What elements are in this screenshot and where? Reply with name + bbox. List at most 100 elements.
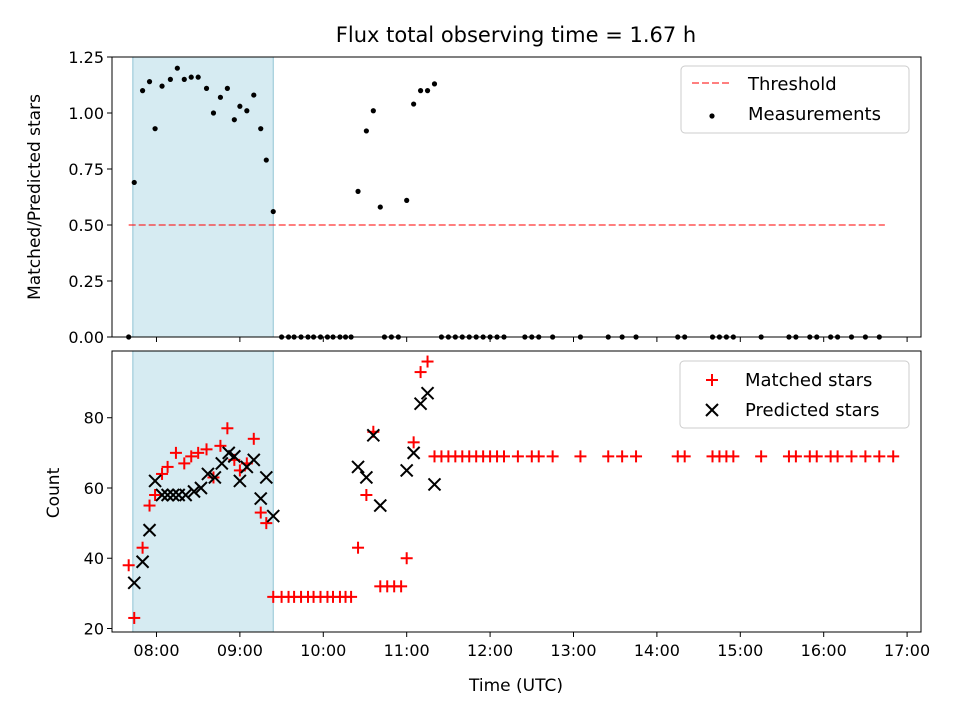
predicted-stars-point <box>187 484 201 499</box>
matched-stars-point <box>407 436 420 449</box>
matched-stars-point <box>755 450 768 463</box>
matched-stars-point <box>200 443 213 456</box>
x-tick-label: 15:00 <box>717 641 763 660</box>
y-tick-label: 0.00 <box>68 328 104 347</box>
measurement-point <box>424 88 431 94</box>
count-shaded-span <box>132 350 274 633</box>
y-tick-label: 1.00 <box>68 104 104 123</box>
matched-stars-point <box>789 450 802 463</box>
matched-stars-point <box>887 450 900 463</box>
matched-stars-point <box>128 611 141 624</box>
measurement-point <box>431 81 438 87</box>
predicted-stars-point <box>351 460 365 474</box>
predicted-stars-point <box>227 449 242 464</box>
predicted-stars-point <box>420 386 435 400</box>
predicted-stars-point <box>259 470 274 485</box>
predicted-stars-point <box>135 555 150 569</box>
x-tick-label: 17:00 <box>884 641 930 660</box>
matched-stars-point <box>161 460 174 473</box>
legend-predicted-swatch <box>705 403 719 417</box>
predicted-stars-point <box>233 474 247 488</box>
predicted-stars-point <box>247 453 261 467</box>
measurement-point <box>203 85 210 91</box>
measurement-point <box>404 197 410 203</box>
matched-stars-point <box>678 450 691 463</box>
count-y-axis-label: Count <box>44 467 64 518</box>
measurement-point <box>210 110 217 116</box>
matched-stars-point <box>497 450 510 463</box>
measurement-point <box>174 65 180 71</box>
predicted-stars-point <box>142 523 157 537</box>
x-tick-label: 16:00 <box>801 641 847 660</box>
measurement-point <box>146 79 153 85</box>
matched-stars-point <box>352 541 365 554</box>
measurement-point <box>131 179 137 186</box>
matched-stars-point <box>345 590 358 603</box>
matched-stars-point <box>727 450 740 463</box>
matched-stars-point <box>169 446 182 459</box>
matched-stars-point <box>511 450 524 463</box>
x-tick-label: 09:00 <box>217 641 263 660</box>
y-tick-label: 1.25 <box>68 48 104 67</box>
y-tick-label: 0.50 <box>68 216 104 235</box>
predicted-stars-point <box>406 446 421 460</box>
measurement-point <box>152 126 158 132</box>
matched-stars-point <box>221 422 234 435</box>
x-tick-label: 10:00 <box>300 641 346 660</box>
matched-stars-point <box>149 489 162 502</box>
x-tick-label: 08:00 <box>133 641 179 660</box>
matched-stars-point <box>400 552 413 565</box>
ratio-plot-frame <box>111 56 922 338</box>
predicted-stars-point <box>413 396 428 411</box>
measurement-point <box>363 128 369 134</box>
ratio-panel: 0.00 0.25 0.50 0.75 1.00 1.25 Matched/Predict… <box>25 48 922 347</box>
matched-stars-point <box>616 450 629 463</box>
predicted-stars-point <box>366 428 381 443</box>
y-tick-label: 60 <box>84 479 104 498</box>
ratio-shaded-span <box>132 56 274 338</box>
legend-threshold-label: Threshold <box>747 74 837 95</box>
legend-matched-label: Matched stars <box>745 370 872 391</box>
measurement-point <box>167 76 173 82</box>
predicted-stars-point <box>148 474 162 488</box>
matched-stars-point <box>247 432 260 445</box>
measurement-point <box>181 76 187 82</box>
measurement-point <box>370 108 376 114</box>
matched-stars-point <box>360 489 373 502</box>
x-tick-label: 11:00 <box>384 641 430 660</box>
matched-stars-point <box>630 450 643 463</box>
matched-stars-point <box>143 499 156 512</box>
predicted-stars-point <box>127 576 141 590</box>
count-plot-frame <box>111 350 922 633</box>
matched-stars-point <box>574 450 587 463</box>
predicted-stars-point <box>178 488 193 502</box>
matched-stars-point <box>395 580 408 593</box>
measurement-point <box>139 88 146 94</box>
measurement-point <box>188 74 194 80</box>
matched-stars-point <box>414 366 427 379</box>
predicted-stars-point <box>427 477 442 492</box>
predicted-stars-point <box>254 491 268 506</box>
matched-stars-point <box>810 450 823 463</box>
y-tick-label: 80 <box>84 409 104 428</box>
count-panel: 20 40 60 80 08:00 09:00 10:00 11:00 12:00 13:00 1… <box>44 350 930 696</box>
legend-measurements-label: Measurements <box>748 104 881 125</box>
x-tick-label: 13:00 <box>550 641 596 660</box>
y-tick-label: 20 <box>84 619 104 638</box>
x-axis-label: Time (UTC) <box>468 676 563 696</box>
matched-stars-point <box>873 450 886 463</box>
chart-title: Flux total observing time = 1.67 h <box>336 23 696 47</box>
predicted-stars-point <box>155 488 169 502</box>
predicted-stars-point <box>160 488 175 502</box>
matched-stars-point <box>178 457 191 470</box>
matched-stars-point <box>214 439 227 452</box>
measurement-point <box>417 88 424 94</box>
measurement-point <box>195 74 201 80</box>
matched-stars-point <box>859 450 872 463</box>
predicted-stars-point <box>359 470 374 485</box>
measurement-point <box>377 204 383 210</box>
predicted-stars-point <box>201 467 215 481</box>
matched-stars-point <box>532 450 545 463</box>
predicted-stars-point <box>208 470 222 485</box>
